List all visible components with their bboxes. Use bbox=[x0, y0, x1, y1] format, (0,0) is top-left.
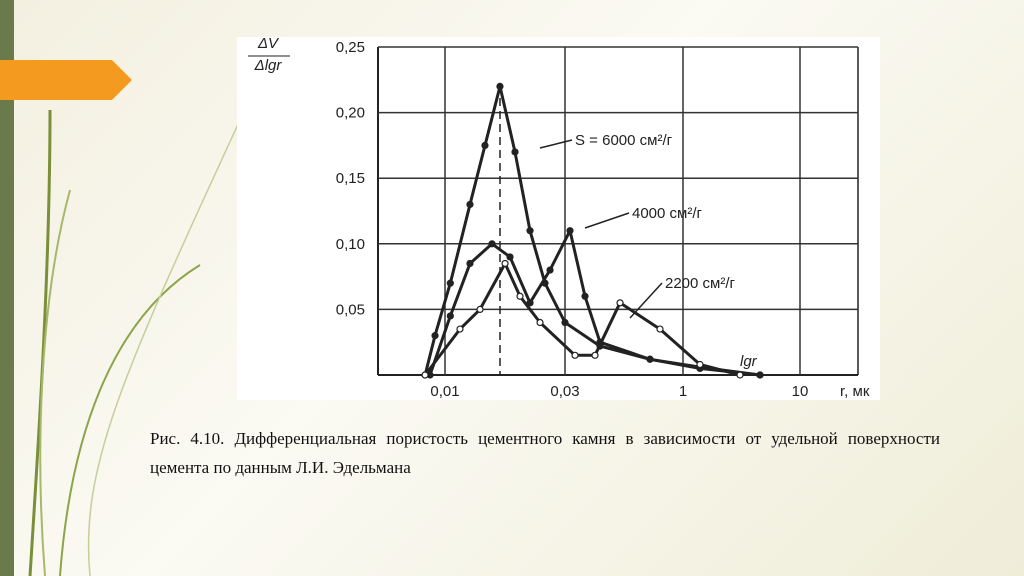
data-point bbox=[526, 227, 534, 235]
data-point bbox=[616, 299, 624, 307]
grass bbox=[39, 189, 71, 576]
side-bar bbox=[0, 0, 14, 576]
x-tick-label: 0,01 bbox=[430, 383, 459, 400]
grass bbox=[87, 119, 241, 576]
y-tick-label: 0,20 bbox=[336, 105, 365, 122]
legend-label: S = 6000 см²/г bbox=[575, 132, 673, 149]
data-point bbox=[566, 227, 574, 235]
data-point bbox=[561, 318, 569, 327]
leader-line bbox=[584, 212, 630, 229]
y-tick-label: 0,05 bbox=[336, 301, 365, 318]
grass bbox=[28, 109, 52, 576]
data-point bbox=[421, 371, 429, 379]
y-label-denominator: Δlgr bbox=[254, 57, 283, 74]
data-point bbox=[488, 240, 496, 248]
series-line bbox=[423, 262, 741, 377]
data-point bbox=[546, 266, 554, 274]
x-label: r, мк bbox=[840, 383, 870, 400]
arrow bbox=[0, 60, 132, 100]
leader-line bbox=[539, 139, 573, 149]
data-point bbox=[466, 259, 474, 268]
y-tick-label: 0,10 bbox=[336, 236, 365, 253]
figure-background bbox=[237, 37, 880, 400]
data-point bbox=[736, 371, 744, 379]
data-point bbox=[526, 299, 534, 307]
caption: Рис. 4.10. Дифференциальная пористость ц… bbox=[150, 429, 940, 477]
data-point bbox=[481, 141, 489, 149]
x-axis-name: lgr bbox=[740, 353, 758, 370]
y-tick-label: 0,15 bbox=[336, 170, 365, 187]
data-point bbox=[696, 360, 704, 369]
leader-line bbox=[629, 282, 663, 319]
data-point bbox=[536, 318, 544, 327]
legend-label: 4000 см²/г bbox=[632, 205, 703, 222]
data-point bbox=[476, 305, 484, 313]
data-point bbox=[571, 351, 579, 359]
y-tick-label: 0,25 bbox=[336, 39, 365, 56]
data-point bbox=[656, 325, 664, 333]
data-point bbox=[431, 332, 439, 340]
legend-label: 2200 см²/г bbox=[665, 275, 736, 292]
data-point bbox=[446, 312, 454, 320]
data-point bbox=[581, 292, 589, 300]
data-point bbox=[506, 253, 514, 261]
data-point bbox=[466, 200, 474, 209]
data-point bbox=[516, 292, 524, 300]
data-point bbox=[756, 371, 764, 379]
data-point bbox=[591, 351, 599, 359]
data-point bbox=[456, 325, 464, 333]
x-tick-label: 0,03 bbox=[550, 383, 579, 400]
x-tick-label: 1 bbox=[679, 383, 687, 400]
y-label-numerator: ΔV bbox=[257, 35, 280, 52]
data-point bbox=[511, 148, 519, 156]
data-point bbox=[501, 259, 509, 268]
x-tick-label: 10 bbox=[792, 383, 809, 400]
data-point bbox=[646, 355, 654, 363]
data-point bbox=[446, 279, 454, 287]
grass bbox=[59, 264, 201, 576]
